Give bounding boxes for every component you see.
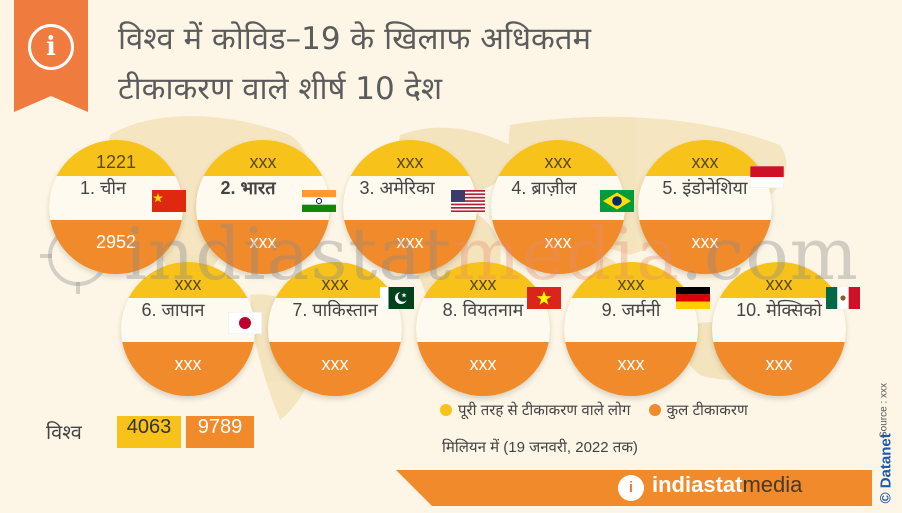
chart-legend: पूरी तरह से टीकाकरण वाले लोग कुल टीकाकरण [440,400,748,420]
title-line-2: टीकाकरण वाले शीर्ष 10 देश [118,71,443,107]
country-name: 6. जापान [141,300,205,320]
total-vaccinations-value: 2952 [49,220,183,274]
vietnam-flag-icon [527,287,561,309]
country-name: 3. अमेरिका [359,178,435,198]
page-title: विश्व में कोविड–19 के खिलाफ अधिकतम टीकाक… [118,14,778,114]
footer-bar: i indiastatmedia [396,470,872,506]
copyright-text: © Datanet [877,433,895,504]
total-vaccinations-value: xxx [121,342,255,396]
legend-total-label: कुल टीकाकरण [666,402,748,419]
total-vaccinations-value: xxx [196,220,330,274]
total-vaccinations-value: xxx [268,342,402,396]
fully-vaccinated-value: xxx [249,152,277,172]
brand-accent: media [742,472,803,497]
fully-vaccinated-value: xxx [174,274,202,294]
country-name: 8. वियतनाम [442,300,524,320]
total-vaccinations-value: xxx [712,342,846,396]
fully-vaccinated-value: xxx [765,274,793,294]
country-band [638,176,772,220]
country-name: 1. चीन [79,178,127,198]
fully-vaccinated-value: xxx [544,152,572,172]
country-name: 5. इंडोनेशिया [662,178,748,198]
total-vaccinations-value: xxx [416,342,550,396]
indiastat-logo-icon: i [618,475,644,501]
total-vaccinations-value: xxx [491,220,625,274]
total-vaccinations-dot-icon [648,404,661,416]
pakistan-flag-icon [380,287,414,309]
title-line-1: विश्व में कोविड–19 के खिलाफ अधिकतम [118,21,592,57]
country-bubble: xxx 7. पाकिस्तान xxx [268,262,402,396]
country-bubble: xxx 2. भारत xxx [196,140,330,274]
watermark-suffix: .com [680,212,859,296]
badge-notch [14,96,88,112]
info-badge: i [14,0,88,112]
fully-vaccinated-dot-icon [440,404,452,416]
legend-fully-label: पूरी तरह से टीकाकरण वाले लोग [458,402,631,419]
country-band [268,298,402,342]
watermark-text: indiastatmedia.com [124,212,859,296]
mexico-flag-icon [826,287,860,309]
fully-vaccinated-value: xxx [469,274,497,294]
total-vaccinations-value: xxx [564,342,698,396]
india-flag-icon [302,190,336,212]
source-credit: Source : xxx © Datanet [876,345,898,510]
usa-flag-icon [451,190,485,212]
brand-main: indiastat [652,472,743,497]
info-icon: i [28,24,74,70]
country-bubble: xxx 9. जर्मनी xxx [564,262,698,396]
fully-vaccinated-value: 1221 [95,152,137,172]
footer-brand: indiastatmedia [652,472,802,498]
germany-flag-icon [676,287,710,309]
country-band [712,298,846,342]
fully-vaccinated-value: xxx [617,274,645,294]
china-flag-icon [152,190,186,212]
watermark-accent: media [452,212,681,296]
total-vaccinations-value: xxx [638,220,772,274]
fully-vaccinated-value: xxx [396,152,424,172]
total-vaccinations-value: xxx [343,220,477,274]
world-total-vaccinations-value: 9789 [186,416,254,448]
brazil-flag-icon [600,190,634,212]
fully-vaccinated-value: xxx [321,274,349,294]
world-label: विश्व [46,422,82,444]
country-name: 2. भारत [220,178,276,198]
indonesia-flag-icon [750,166,784,188]
country-name: 4. ब्राज़ील [511,178,577,198]
country-band [564,298,698,342]
country-name: 10. मेक्सिको [736,300,822,320]
country-name: 7. पाकिस्तान [292,300,378,320]
unit-note: मिलियन में (19 जनवरी, 2022 तक) [442,439,638,456]
country-name: 9. जर्मनी [601,300,661,320]
footer-cut [396,470,432,506]
japan-flag-icon [228,312,262,334]
world-fully-vaccinated-value: 4063 [117,416,181,448]
watermark-main: indiastat [124,212,453,296]
country-bubble: xxx 10. मेक्सिको xxx [712,262,846,396]
country-bubble: xxx 5. इंडोनेशिया xxx [638,140,772,274]
fully-vaccinated-value: xxx [691,152,719,172]
